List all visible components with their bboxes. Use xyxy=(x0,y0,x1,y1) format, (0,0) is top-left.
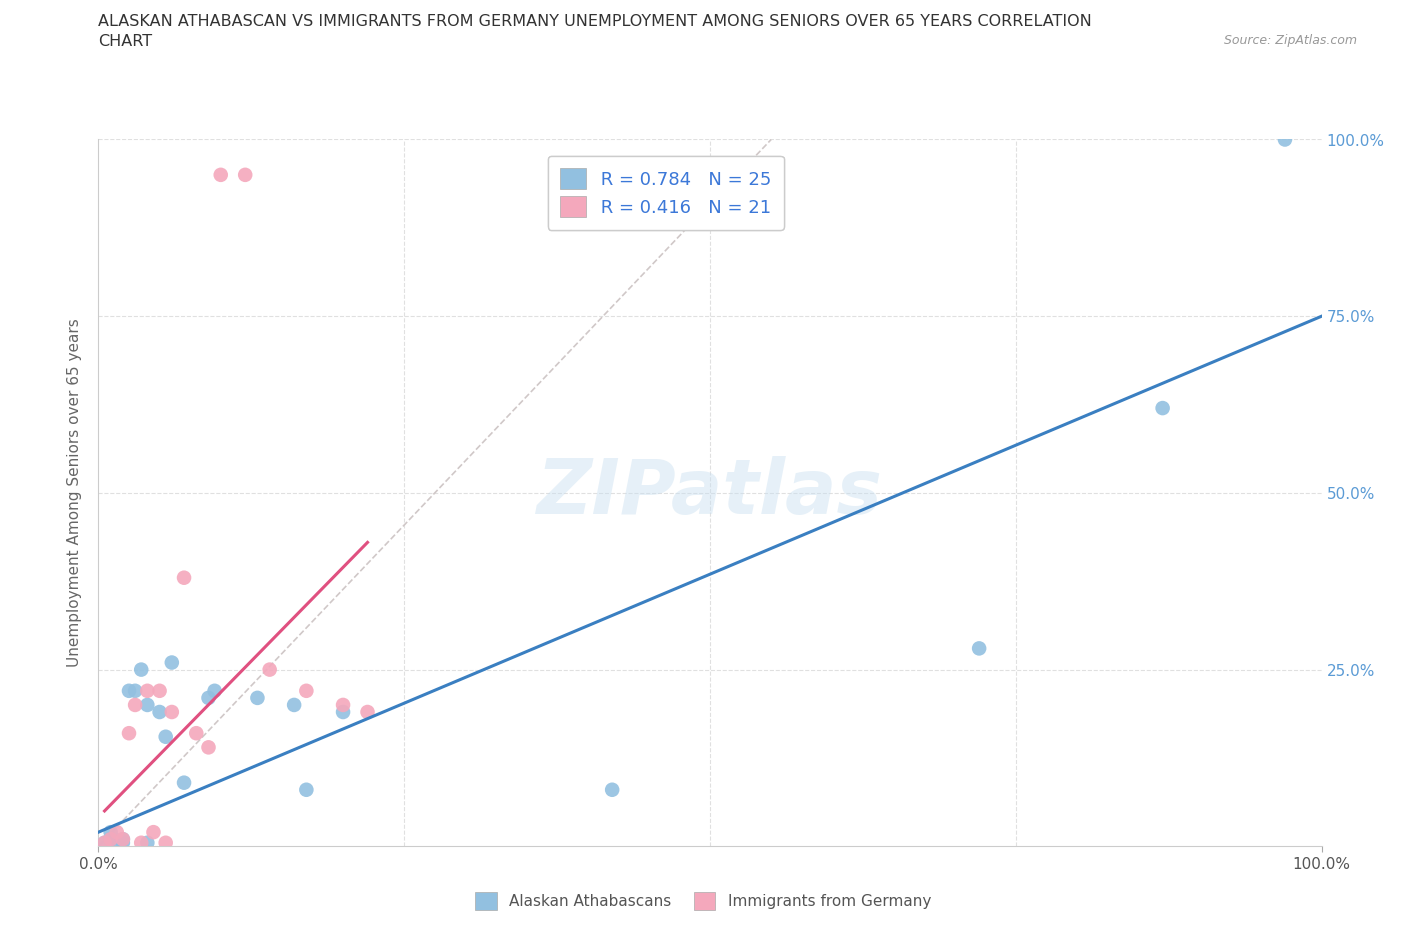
Point xyxy=(118,684,141,698)
Point xyxy=(197,740,219,755)
Point xyxy=(332,698,354,712)
Point xyxy=(136,835,159,850)
Y-axis label: Unemployment Among Seniors over 65 years: Unemployment Among Seniors over 65 years xyxy=(67,319,83,668)
Text: ALASKAN ATHABASCAN VS IMMIGRANTS FROM GERMANY UNEMPLOYMENT AMONG SENIORS OVER 65: ALASKAN ATHABASCAN VS IMMIGRANTS FROM GE… xyxy=(98,14,1092,29)
Point xyxy=(93,835,115,850)
Point xyxy=(209,167,232,182)
Point xyxy=(118,725,141,740)
Text: CHART: CHART xyxy=(98,34,152,49)
Point xyxy=(967,641,990,656)
Text: ZIPatlas: ZIPatlas xyxy=(537,456,883,530)
Point xyxy=(155,835,177,850)
Point xyxy=(100,825,122,840)
Point xyxy=(186,725,208,740)
Point xyxy=(1274,132,1296,147)
Point xyxy=(332,705,354,720)
Point xyxy=(197,690,219,705)
Point xyxy=(124,698,146,712)
Legend:  R = 0.784   N = 25,  R = 0.416   N = 21: R = 0.784 N = 25, R = 0.416 N = 21 xyxy=(548,155,783,230)
Point xyxy=(111,835,134,850)
Point xyxy=(149,684,172,698)
Point xyxy=(295,782,318,797)
Point xyxy=(160,705,183,720)
Point xyxy=(100,831,122,846)
Point xyxy=(129,835,152,850)
Point xyxy=(100,831,122,846)
Point xyxy=(259,662,281,677)
Point xyxy=(160,655,183,670)
Legend: Alaskan Athabascans, Immigrants from Germany: Alaskan Athabascans, Immigrants from Ger… xyxy=(467,884,939,918)
Point xyxy=(173,570,195,585)
Point xyxy=(111,831,134,846)
Point xyxy=(204,684,226,698)
Point xyxy=(105,835,128,850)
Point xyxy=(136,698,159,712)
Point xyxy=(295,684,318,698)
Point xyxy=(136,684,159,698)
Point xyxy=(283,698,305,712)
Point xyxy=(155,729,177,744)
Point xyxy=(93,835,115,850)
Point xyxy=(124,684,146,698)
Point xyxy=(129,662,152,677)
Point xyxy=(173,776,195,790)
Point xyxy=(142,825,165,840)
Point xyxy=(356,705,378,720)
Point xyxy=(1152,401,1174,416)
Text: Source: ZipAtlas.com: Source: ZipAtlas.com xyxy=(1223,34,1357,47)
Point xyxy=(105,825,128,840)
Point xyxy=(111,831,134,846)
Point xyxy=(233,167,256,182)
Point xyxy=(246,690,269,705)
Point xyxy=(600,782,623,797)
Point xyxy=(149,705,172,720)
